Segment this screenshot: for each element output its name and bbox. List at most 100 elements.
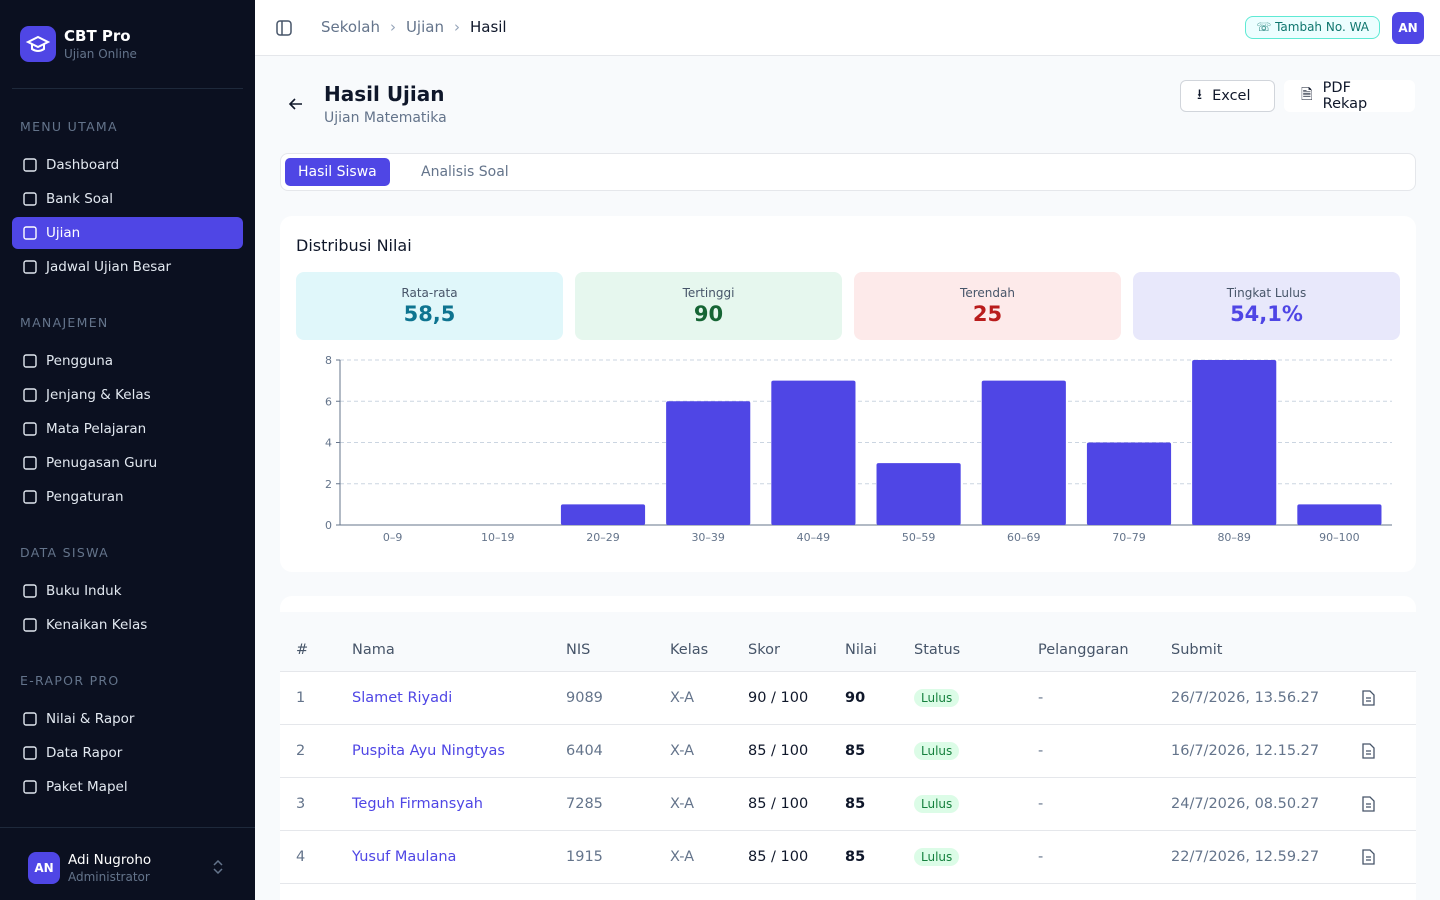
column-header: Nilai [845,641,877,658]
nav-icon [23,490,37,504]
excel-button[interactable]: ⭳ Excel [1180,80,1275,112]
cell: 2 [296,743,306,759]
cell: 24/7/2026, 08.50.27 [1171,796,1320,812]
avatar[interactable]: AN [1392,12,1424,44]
cell: - [1038,743,1044,759]
x-tick-label: 20–29 [586,531,620,544]
table-row: 1 Slamet Riyadi 9089 X-A 90 / 100 90 Lulus - 26/… [280,672,1416,725]
icon-shape [23,618,37,632]
cell: - [1038,849,1044,865]
nav-item[interactable]: Penugasan Guru [12,447,243,479]
stat-value: 58,5 [403,302,456,326]
brand: CBT Pro [64,27,131,45]
user-panel[interactable]: AN Adi Nugroho Administrator [0,827,255,900]
icon-shape [23,584,37,598]
column-header: # [296,641,309,658]
cell[interactable]: Puspita Ayu Ningtyas [352,743,505,759]
section-title: MENU UTAMA [20,119,118,134]
icon-shape [23,354,37,368]
cell: 85 [845,849,866,865]
column-header: Pelanggaran [1038,641,1129,658]
nav-item[interactable]: Jenjang & Kelas [12,379,243,411]
crumb[interactable]: Ujian [405,18,444,36]
column-header: Skor [748,641,780,658]
sidebar-toggle[interactable] [276,20,292,36]
nav-label: Jenjang & Kelas [46,387,151,403]
cell[interactable]: Slamet Riyadi [352,690,453,706]
table-row: 5Kevin Aditama7920X-A85 / 10085Lulus-24/… [280,884,1416,900]
nav-item[interactable]: Kenaikan Kelas [12,609,243,641]
breadcrumb: Sekolah › Ujian › Hasil [321,18,507,36]
cell: X-A [670,849,695,865]
detail-icon[interactable] [1361,743,1375,759]
user-role: Administrator [68,870,150,884]
nav-item[interactable]: Dashboard [12,149,243,181]
icon-shape [23,780,37,794]
detail-icon[interactable] [1361,690,1375,706]
nav-item[interactable]: Data Rapor [12,737,243,769]
button-label: PDF Rekap [1322,80,1368,112]
nav-item[interactable]: Jadwal Ujian Besar [12,251,243,283]
icon-shape [23,388,37,402]
x-tick-label: 40–49 [797,531,831,544]
nav-item[interactable]: Pengaturan [12,481,243,513]
chart: 0 2 4 6 8 0–9 10–19 20–29 30–39 40–49 50–59 60–69 70… [325,354,1392,544]
nav-item[interactable]: Paket Mapel [12,771,243,803]
nav-icon [23,456,37,470]
cell: 85 / 100 [748,796,809,812]
detail-icon[interactable] [1361,849,1375,865]
y-tick-label: 2 [325,478,332,491]
bar [1086,442,1172,525]
nav-label: Kenaikan Kelas [46,617,148,633]
logo [20,26,56,62]
nav-icon [23,422,37,436]
stat-value: 25 [972,302,1003,326]
separator: › [453,18,460,36]
x-tick-label: 60–69 [1007,531,1041,544]
cell[interactable]: Teguh Firmansyah [352,796,483,812]
cell[interactable]: Yusuf Maulana [352,849,457,865]
topbar: Sekolah › Ujian › Hasil ☏ Tambah No. WA AN [255,0,1440,56]
cell: X-A [670,690,695,706]
nav-label: Pengguna [46,353,114,369]
cell: 90 [845,690,866,706]
page-title: Hasil Ujian [324,82,445,106]
nav-item[interactable]: Ujian [12,217,243,249]
cell: 85 / 100 [748,743,809,759]
cell: X-A [670,796,695,812]
nav-label: Mata Pelajaran [46,421,147,437]
nav-item[interactable]: Pengguna [12,345,243,377]
crumb[interactable]: Sekolah [321,18,380,36]
detail-icon[interactable] [1361,796,1375,812]
cell: 85 [845,796,866,812]
pdf-button[interactable]: 🗎 PDF Rekap [1284,80,1415,112]
table-row: 2 Puspita Ayu Ningtyas 6404 X-A 85 / 100 85 Lu… [280,725,1416,778]
tab[interactable]: Hasil Siswa [285,158,390,186]
cell: X-A [670,743,695,759]
cell: Lulus [914,742,960,760]
nav-item[interactable]: Bank Soal [12,183,243,215]
stat-card: Tertinggi 90 [575,272,842,340]
nav-label: Penugasan Guru [46,455,158,471]
x-tick-label: 0–9 [383,531,403,544]
wa-button[interactable]: ☏ Tambah No. WA [1245,16,1380,39]
nav-item[interactable]: Nilai & Rapor [12,703,243,735]
wa-label: Tambah No. WA [1275,20,1369,34]
table-header: # Nama NIS Kelas Skor Nilai Status Pelanggaran S… [280,612,1416,672]
nav-icon [23,354,37,368]
stat-label: Tingkat Lulus [1226,286,1307,300]
logo-icon [25,35,51,52]
cell: 85 [845,743,866,759]
back-button[interactable] [288,97,304,111]
stat-label: Tertinggi [682,286,735,300]
section-title: MANAJEMEN [20,315,109,330]
tagline: Ujian Online [64,47,137,61]
nav-item[interactable]: Mata Pelajaran [12,413,243,445]
icon-shape [1362,743,1375,759]
crumb[interactable]: Hasil [469,18,507,36]
tab[interactable]: Analisis Soal [421,164,509,180]
cell: Lulus [914,795,960,813]
x-tick-label: 30–39 [691,531,725,544]
user-avatar: AN [28,852,60,884]
nav-item[interactable]: Buku Induk [12,575,243,607]
